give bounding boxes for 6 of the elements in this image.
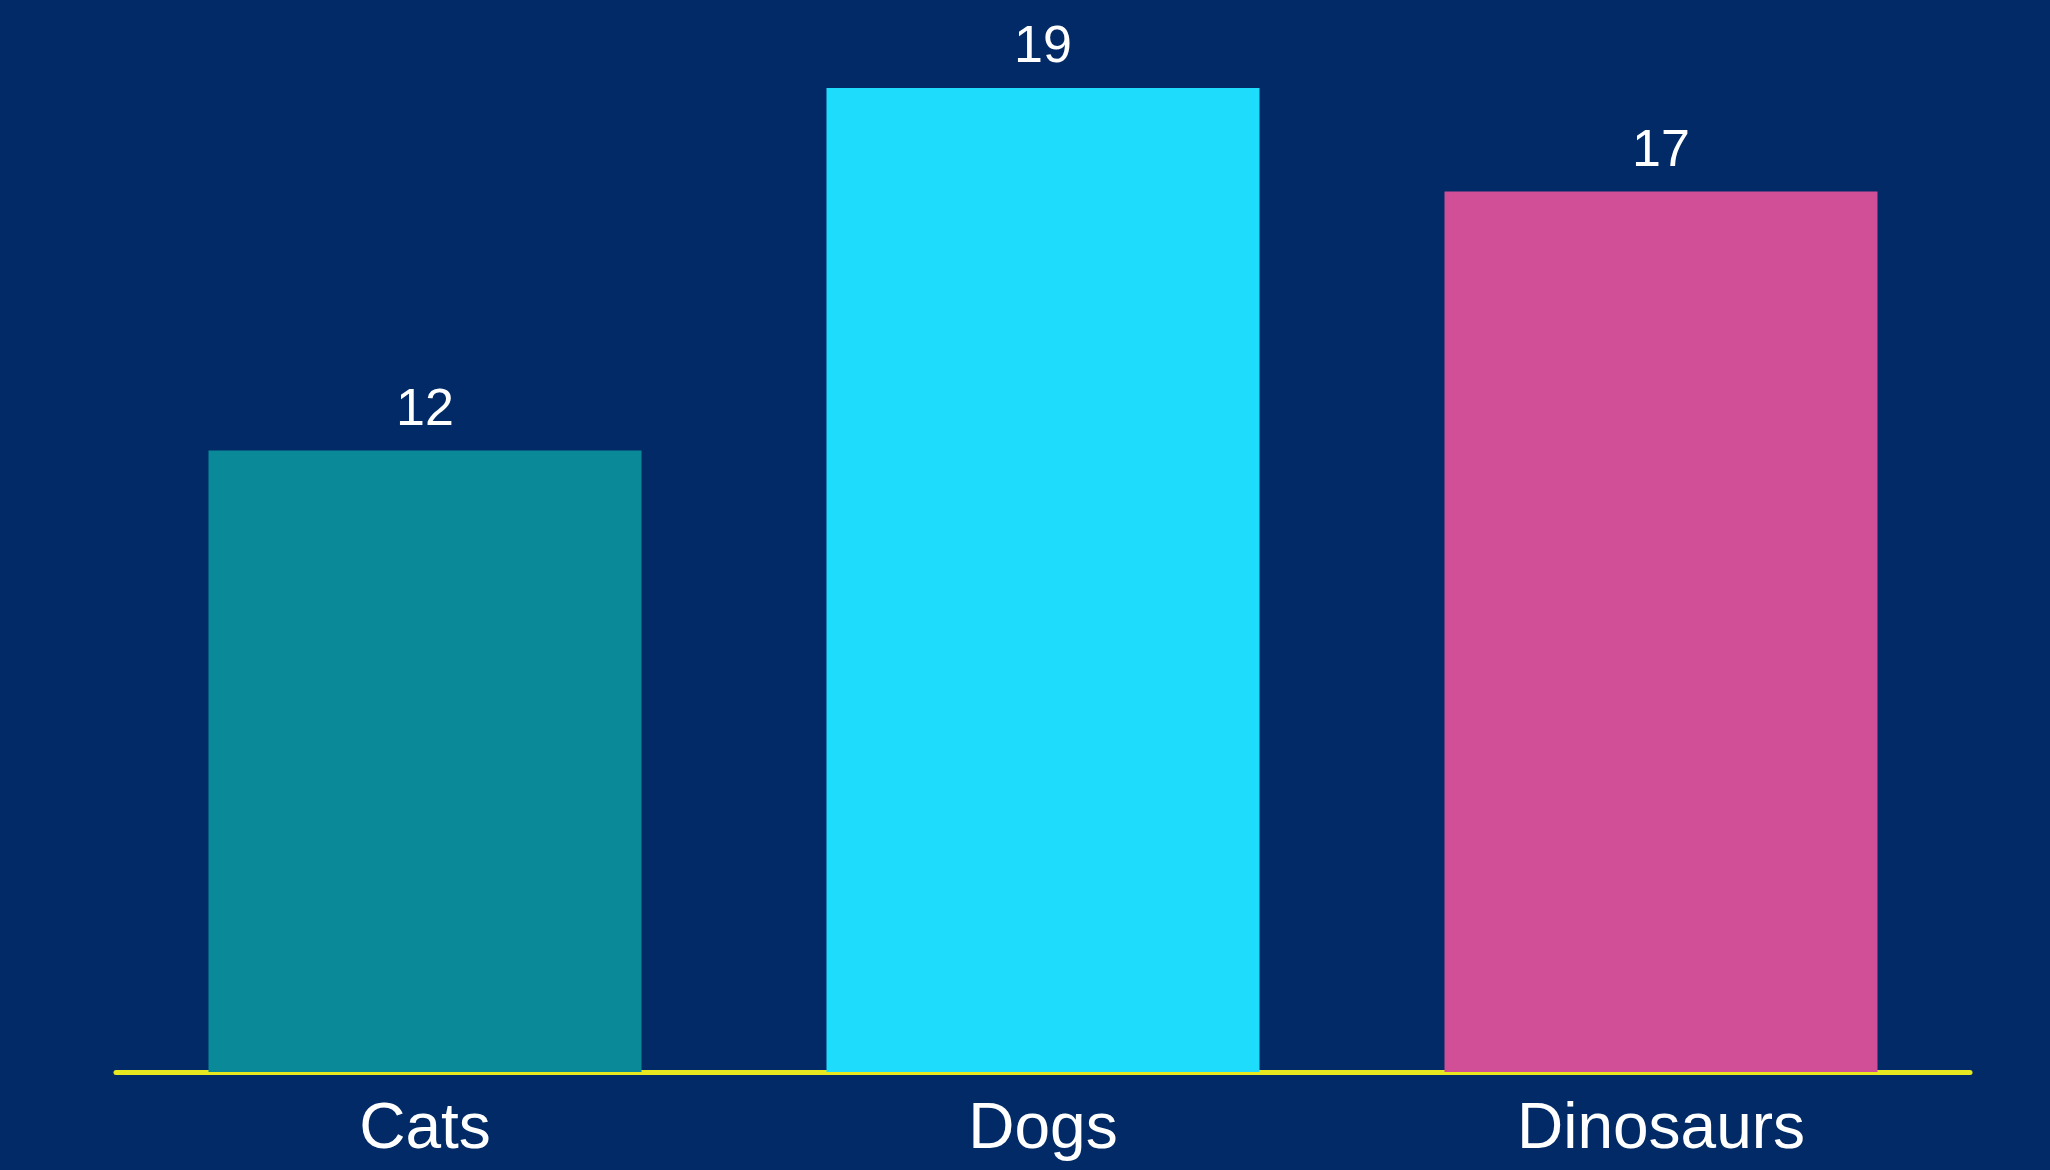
x-tick-label: Dogs bbox=[968, 1090, 1118, 1162]
data-label: 17 bbox=[1632, 118, 1690, 177]
x-tick-label: Cats bbox=[359, 1090, 491, 1162]
data-label: 12 bbox=[396, 377, 454, 436]
data-label: 19 bbox=[1014, 15, 1072, 73]
x-tick-label: Dinosaurs bbox=[1516, 1090, 1806, 1162]
